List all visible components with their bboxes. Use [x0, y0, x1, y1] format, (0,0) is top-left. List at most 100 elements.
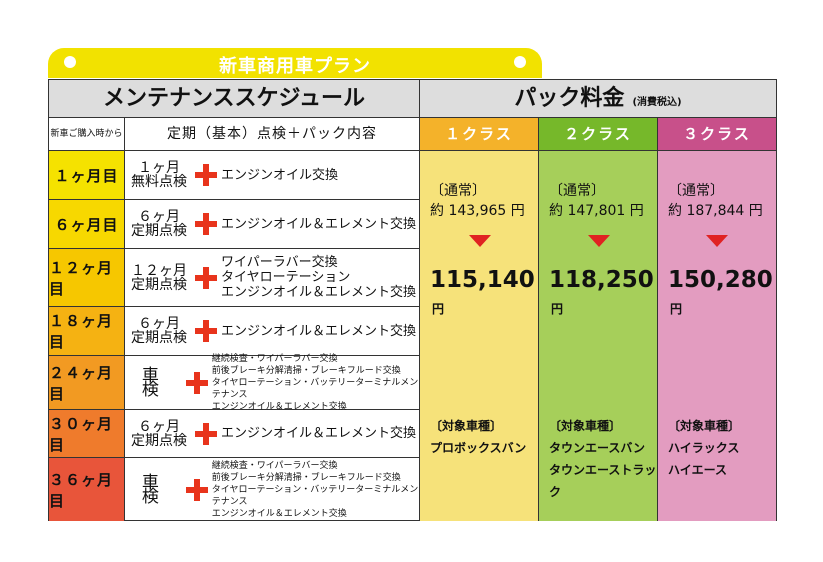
pack-price: 118,250 円 — [549, 267, 657, 319]
regular-label: 〔通常〕 — [668, 183, 724, 199]
pack-items: エンジンオイル＆エレメント交換 — [221, 426, 416, 441]
schedule-row: １ヶ月 無料点検 エンジンオイル交換 — [125, 151, 420, 200]
pack-item: エンジンオイル交換 — [221, 167, 339, 183]
month-label: １８ヶ月目 — [49, 307, 125, 356]
pack-items: 継続検査・ワイパーラバー交換 前後ブレーキ分解清掃・ブレーキフルード交換 タイヤロー… — [212, 353, 419, 413]
pack-price-unit: 円 — [670, 302, 683, 316]
pack-items: エンジンオイル＆エレメント交換 — [221, 217, 416, 232]
schedule-row: 車 検 継続検査・ワイパーラバー交換 前後ブレーキ分解清掃・ブレーキフルード交換 タイ… — [125, 353, 420, 413]
pack-items: エンジンオイル交換 — [221, 168, 338, 183]
plus-icon — [195, 320, 217, 342]
class-column-1: 〔通常〕約 143,965 円 115,140 円〔対象車種〕プロボックスバン — [420, 151, 539, 521]
pack-items: エンジンオイル＆エレメント交換 — [221, 324, 416, 339]
month-label: ３０ヶ月目 — [49, 410, 125, 458]
schedule-row: ６ヶ月 定期点検 エンジンオイル＆エレメント交換 — [125, 200, 420, 249]
pack-item: 継続検査・ワイパーラバー交換 — [211, 353, 338, 364]
pack-price: 150,280 円 — [668, 267, 776, 319]
pack-item: エンジンオイル＆エレメント交換 — [211, 508, 347, 519]
target-vehicles: 〔対象車種〕プロボックスバン — [430, 415, 526, 459]
month-label: １２ヶ月目 — [49, 249, 125, 307]
regular-label: 〔通常〕 — [430, 183, 486, 199]
pack-items: ワイパーラバー交換 タイヤローテーション エンジンオイル＆エレメント交換 — [221, 255, 416, 300]
plan-table: メンテナンススケジュール パック料金 (消費税込) 新車ご購入時から 定期（基本）… — [48, 79, 777, 521]
down-arrow-icon — [468, 235, 491, 247]
inspection-type: １２ヶ月 定期点検 — [125, 264, 191, 292]
target-vehicles: 〔対象車種〕タウンエースバンタウンエーストラック — [549, 415, 657, 503]
pack-item: エンジンオイル＆エレメント交換 — [221, 285, 417, 300]
pack-item: 前後ブレーキ分解清掃・ブレーキフルード交換 — [211, 365, 401, 376]
inspection-type: ６ヶ月 定期点検 — [125, 210, 191, 238]
inspection-type-line: ６ヶ月 — [138, 209, 180, 225]
pack-price-unit: 円 — [551, 302, 564, 316]
class-column-3: 〔通常〕約 187,844 円 150,280 円〔対象車種〕 ハイラックス ハイエース — [658, 151, 776, 521]
pack-price: 115,140 円 — [430, 267, 538, 319]
class-header-2: ２クラス — [539, 118, 658, 151]
inspection-type-line: 定期点検 — [131, 432, 187, 449]
pack-price-value: 115,140 — [430, 267, 535, 293]
target-vehicle: タウンエースバン — [549, 441, 646, 455]
plus-icon — [185, 371, 208, 394]
target-label: 〔対象車種〕 — [549, 419, 622, 433]
class-column-2: 〔通常〕約 147,801 円 118,250 円〔対象車種〕タウンエースバンタウン… — [539, 151, 658, 521]
inspection-type-line: ６ヶ月 — [138, 316, 180, 332]
month-label: ６ヶ月目 — [49, 200, 125, 249]
tab-hole-right — [514, 56, 526, 68]
pack-item: タイヤローテーション・バッテリーターミナルメンテナンス — [211, 377, 419, 400]
month-label: ３６ヶ月目 — [49, 458, 125, 521]
tax-note: (消費税込) — [632, 97, 682, 108]
month-label: ２４ヶ月目 — [49, 356, 125, 410]
schedule-header: メンテナンススケジュール — [49, 80, 420, 118]
inspection-type-line: 車 検 — [141, 472, 167, 507]
since-purchase-header: 新車ご購入時から — [49, 118, 125, 151]
inspection-type: 車 検 — [125, 365, 182, 400]
inspection-type-line: １ヶ月 — [138, 160, 180, 176]
month-label: １ヶ月目 — [49, 151, 125, 200]
class-header-1: １クラス — [420, 118, 539, 151]
inspection-type: ６ヶ月 定期点検 — [125, 317, 191, 345]
pack-price-value: 118,250 — [549, 267, 654, 293]
regular-amount: 約 187,844 円 — [668, 203, 763, 219]
pack-item: 前後ブレーキ分解清掃・ブレーキフルード交換 — [211, 472, 401, 483]
schedule-row: 車 検 継続検査・ワイパーラバー交換 前後ブレーキ分解清掃・ブレーキフルード交換 タイ… — [125, 458, 420, 521]
pack-title: パック料金 — [514, 86, 625, 111]
pack-item: タイヤローテーション — [221, 270, 351, 285]
target-label: 〔対象車種〕 — [668, 419, 741, 433]
inspection-type-line: 定期点検 — [131, 223, 187, 239]
inspection-type-line: ６ヶ月 — [138, 418, 180, 435]
regular-amount: 約 147,801 円 — [549, 203, 644, 219]
regular-price: 〔通常〕約 147,801 円 — [549, 181, 644, 221]
content-header: 定期（基本）点検＋パック内容 — [125, 118, 420, 151]
target-vehicle: プロボックスバン — [430, 441, 527, 455]
pack-item: タイヤローテーション・バッテリーターミナルメンテナンス — [211, 484, 419, 507]
class-header-3: ３クラス — [658, 118, 776, 151]
inspection-type-line: 車 検 — [141, 365, 167, 400]
tab-hole-left — [64, 56, 76, 68]
schedule-row: １２ヶ月 定期点検 ワイパーラバー交換 タイヤローテーション エンジンオイル＆エレメント… — [125, 249, 420, 307]
pack-price-value: 150,280 — [668, 267, 773, 293]
target-vehicles: 〔対象車種〕 ハイラックス ハイエース — [668, 415, 740, 481]
plus-icon — [195, 164, 217, 186]
inspection-type-line: 無料点検 — [131, 174, 187, 190]
pack-item: エンジンオイル＆エレメント交換 — [221, 323, 417, 339]
down-arrow-icon — [706, 235, 728, 247]
target-vehicle: タウンエーストラック — [549, 463, 657, 499]
regular-amount: 約 143,965 円 — [430, 203, 525, 219]
plus-icon — [195, 422, 217, 445]
target-vehicle: ハイエース — [668, 463, 728, 477]
inspection-type: ６ヶ月 定期点検 — [125, 420, 191, 448]
pack-item: 継続検査・ワイパーラバー交換 — [211, 460, 338, 471]
target-vehicle: ハイラックス — [668, 441, 740, 455]
regular-label: 〔通常〕 — [549, 183, 605, 199]
inspection-type-line: 定期点検 — [131, 276, 187, 293]
regular-price: 〔通常〕約 143,965 円 — [430, 181, 525, 221]
pack-item: エンジンオイル＆エレメント交換 — [221, 426, 417, 441]
plus-icon — [195, 213, 217, 235]
pack-header: パック料金 (消費税込) — [420, 80, 776, 118]
down-arrow-icon — [587, 235, 610, 247]
pack-item: ワイパーラバー交換 — [221, 255, 338, 270]
pack-price-unit: 円 — [432, 302, 445, 316]
target-label: 〔対象車種〕 — [430, 419, 503, 433]
plus-icon — [185, 478, 208, 501]
plus-icon — [195, 266, 217, 289]
pack-item: エンジンオイル＆エレメント交換 — [211, 401, 347, 412]
